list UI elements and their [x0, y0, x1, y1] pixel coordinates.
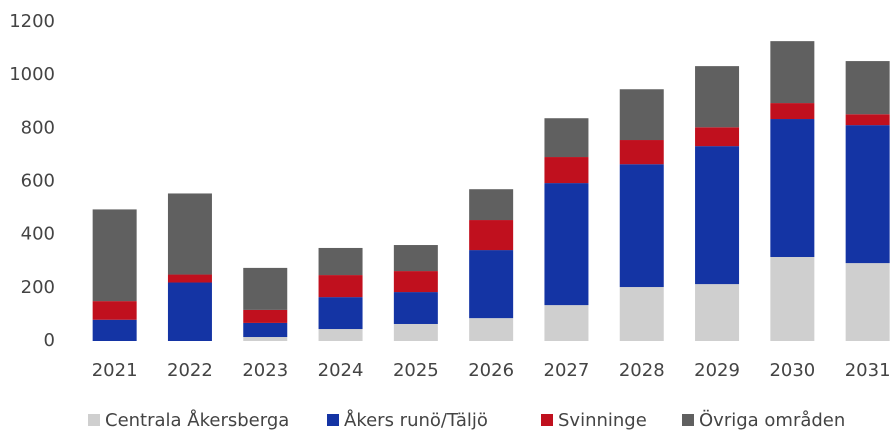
- bar-segment: [243, 322, 288, 338]
- bar-segment: [544, 118, 589, 158]
- y-tick-label: 800: [21, 117, 55, 138]
- bar-segment: [92, 301, 137, 320]
- bar-segment: [318, 329, 363, 341]
- bar-segment: [469, 318, 514, 341]
- bar-segment: [845, 61, 890, 115]
- bar-segment: [770, 103, 815, 120]
- legend-swatch: [88, 414, 100, 426]
- bar-segment: [243, 309, 288, 323]
- bar-segment: [393, 245, 438, 272]
- bar-segment: [695, 127, 740, 147]
- bar-segment: [770, 119, 815, 257]
- bar-segment: [393, 271, 438, 293]
- x-tick-label: 2021: [92, 360, 138, 381]
- bar-segment: [845, 114, 890, 126]
- bar-segment: [695, 146, 740, 285]
- bar-segment: [167, 282, 212, 341]
- bar-segment: [770, 256, 815, 341]
- legend-label: Åkers runö/Täljö: [344, 409, 488, 430]
- bar-segment: [695, 66, 740, 128]
- y-tick-label: 0: [44, 330, 55, 351]
- y-tick-label: 200: [21, 277, 55, 298]
- y-tick-label: 1200: [9, 11, 55, 32]
- x-tick-label: 2028: [619, 360, 665, 381]
- bar-segment: [544, 305, 589, 341]
- bar-segment: [619, 89, 664, 141]
- bar-segment: [544, 183, 589, 306]
- bar-segment: [318, 297, 363, 330]
- x-tick-label: 2030: [769, 360, 815, 381]
- bar-segment: [845, 125, 890, 264]
- legend-swatch: [541, 414, 553, 426]
- bar-segment: [393, 323, 438, 341]
- x-tick-label: 2024: [318, 360, 364, 381]
- bar-segment: [92, 209, 137, 302]
- y-tick-label: 400: [21, 224, 55, 245]
- bar-segment: [619, 164, 664, 288]
- x-tick-label: 2022: [167, 360, 213, 381]
- bar-segment: [167, 274, 212, 283]
- bar-segment: [243, 267, 288, 310]
- bar-segment: [619, 287, 664, 341]
- bar-segment: [695, 284, 740, 341]
- x-tick-label: 2026: [468, 360, 514, 381]
- legend-label: Övriga områden: [699, 409, 845, 430]
- legend-swatch: [327, 414, 339, 426]
- x-tick-label: 2025: [393, 360, 439, 381]
- bar-segment: [619, 140, 664, 165]
- bar-segment: [469, 250, 514, 319]
- y-tick-label: 600: [21, 171, 55, 192]
- bar-segment: [469, 220, 514, 251]
- x-tick-label: 2031: [845, 360, 891, 381]
- bar-segment: [770, 41, 815, 104]
- x-tick-label: 2027: [544, 360, 590, 381]
- bar-segment: [318, 275, 363, 298]
- x-tick-label: 2029: [694, 360, 740, 381]
- legend-label: Svinninge: [558, 410, 647, 430]
- x-tick-label: 2023: [242, 360, 288, 381]
- legend-label: Centrala Åkersberga: [105, 409, 289, 430]
- bar-segment: [544, 157, 589, 184]
- bar-segment: [845, 263, 890, 341]
- bar-segment: [92, 319, 137, 341]
- y-tick-label: 1000: [9, 64, 55, 85]
- bar-segment: [393, 292, 438, 324]
- legend-swatch: [682, 414, 694, 426]
- bar-segment: [243, 337, 288, 341]
- bar-segment: [167, 193, 212, 275]
- bar-segment: [469, 189, 514, 221]
- bar-segment: [318, 247, 363, 276]
